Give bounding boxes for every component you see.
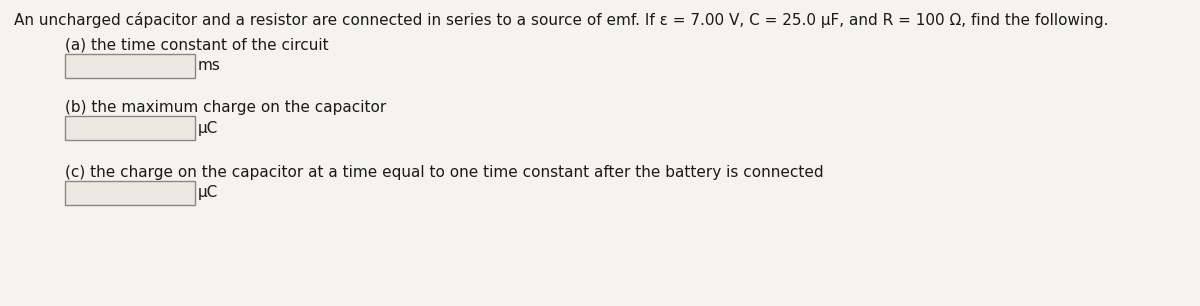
Text: (a) the time constant of the circuit: (a) the time constant of the circuit (65, 38, 329, 53)
Text: (b) the maximum charge on the capacitor: (b) the maximum charge on the capacitor (65, 100, 386, 115)
Text: ms: ms (198, 58, 221, 73)
FancyBboxPatch shape (65, 54, 194, 78)
Text: (c) the charge on the capacitor at a time equal to one time constant after the b: (c) the charge on the capacitor at a tim… (65, 165, 823, 180)
Text: μC: μC (198, 185, 218, 200)
Text: An uncharged cápacitor and a resistor are connected in series to a source of emf: An uncharged cápacitor and a resistor ar… (14, 12, 1109, 28)
FancyBboxPatch shape (65, 116, 194, 140)
FancyBboxPatch shape (65, 181, 194, 205)
Text: μC: μC (198, 121, 218, 136)
